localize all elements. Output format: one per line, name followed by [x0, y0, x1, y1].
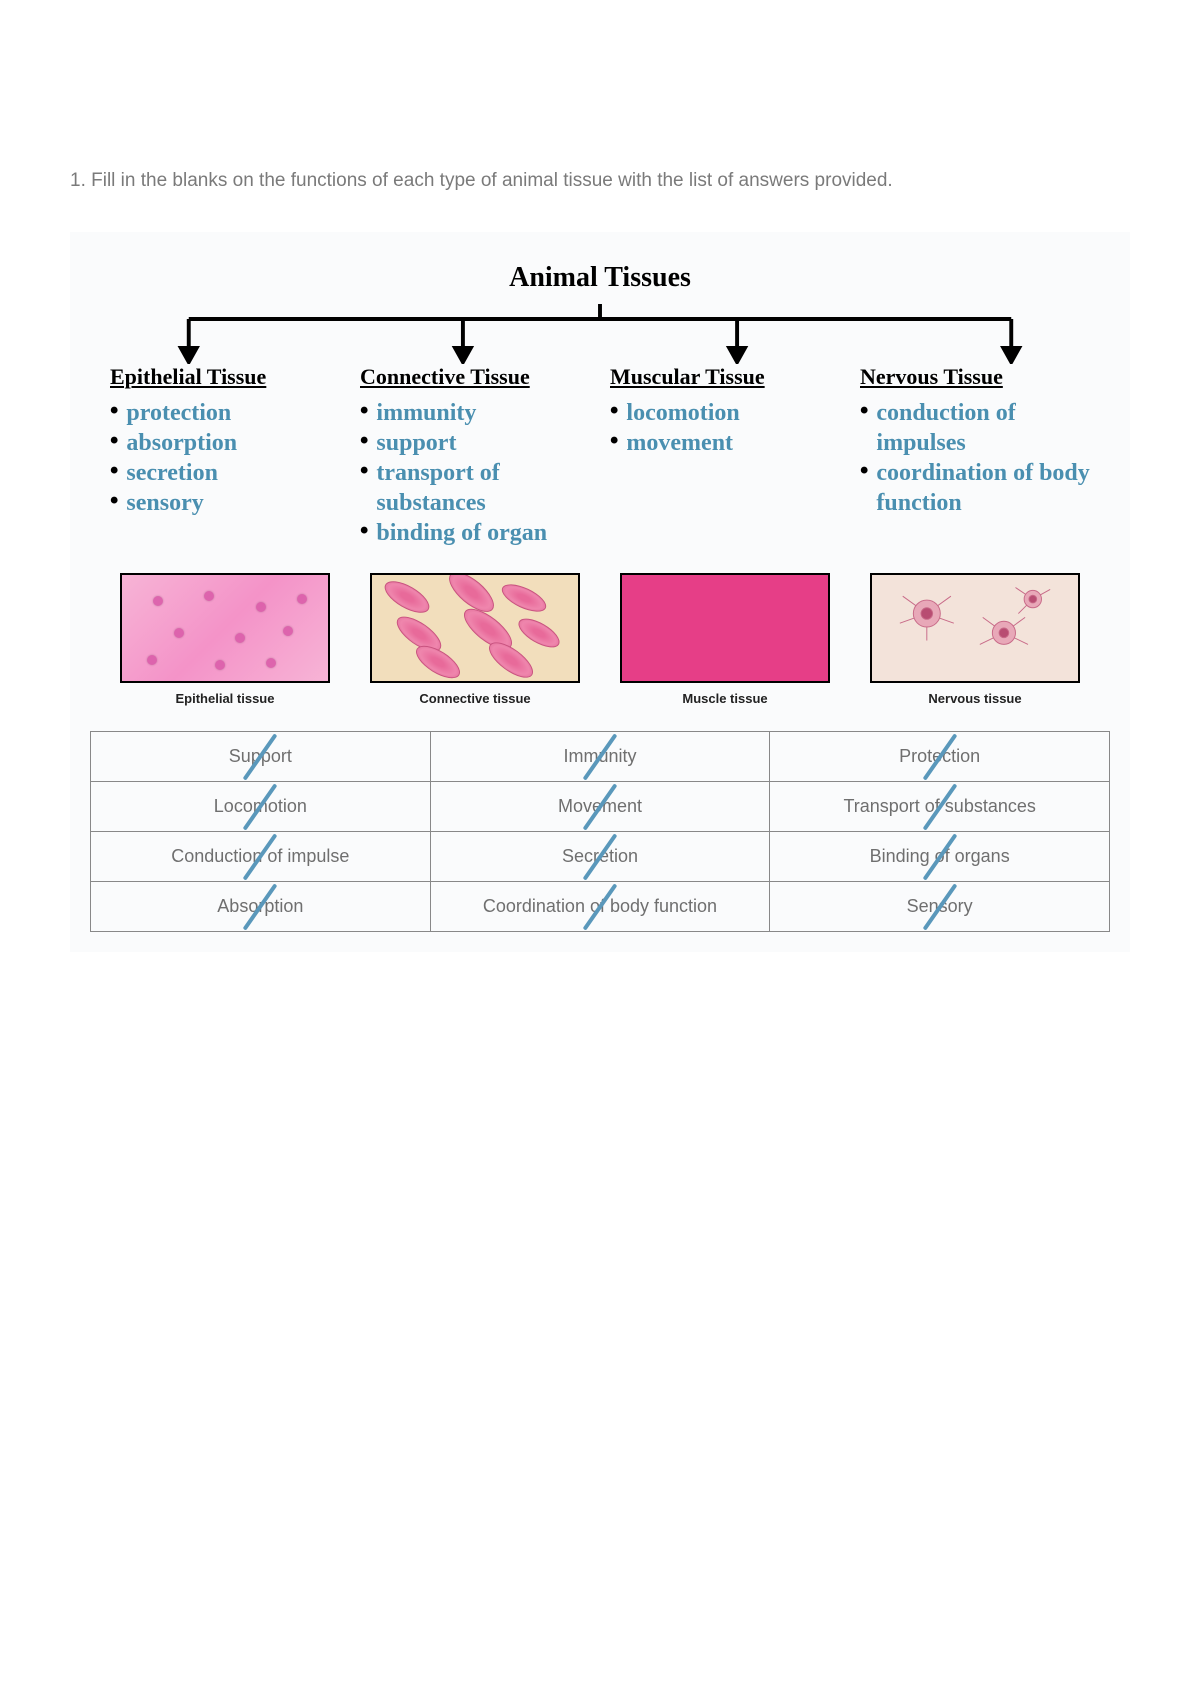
diagram-title: Animal Tissues	[90, 262, 1110, 294]
tissue-images-row: Epithelial tissue Connective tissue Musc…	[120, 573, 1080, 706]
answer-cell: Immunity	[430, 732, 770, 782]
worksheet-page: 1. Fill in the blanks on the functions o…	[0, 0, 1200, 952]
answer-cell: Locomotion	[91, 782, 431, 832]
answer-cell: Secretion	[430, 832, 770, 882]
img-nervous: Nervous tissue	[870, 573, 1080, 706]
nervous-illustration	[870, 573, 1080, 683]
ans: conduction of impulses	[876, 398, 1090, 458]
answer-cell: Binding of organs	[770, 832, 1110, 882]
ans: movement	[626, 428, 733, 458]
worksheet-body: Animal Tissues Epithelial Tissue •pr	[70, 232, 1130, 952]
tissue-columns: Epithelial Tissue •protection •absorptio…	[110, 364, 1090, 548]
ans: support	[376, 428, 456, 458]
img-epithelial: Epithelial tissue	[120, 573, 330, 706]
muscle-illustration	[620, 573, 830, 683]
caption: Connective tissue	[370, 691, 580, 706]
caption: Epithelial tissue	[120, 691, 330, 706]
tree-connector	[130, 304, 1070, 364]
ans: sensory	[126, 488, 203, 518]
answer-row: LocomotionMovementTransport of substance…	[91, 782, 1110, 832]
heading-connective: Connective Tissue	[360, 364, 590, 390]
answer-row: Conduction of impulseSecretionBinding of…	[91, 832, 1110, 882]
answers-muscular: •locomotion •movement	[610, 398, 840, 458]
img-muscle: Muscle tissue	[620, 573, 830, 706]
connective-illustration	[370, 573, 580, 683]
answers-epithelial: •protection •absorption •secretion •sens…	[110, 398, 340, 518]
instruction-text: 1. Fill in the blanks on the functions o…	[70, 170, 1130, 192]
epithelial-illustration	[120, 573, 330, 683]
answers-nervous: •conduction of impulses •coordination of…	[860, 398, 1090, 518]
answer-row: AbsorptionCoordination of body functionS…	[91, 882, 1110, 932]
heading-epithelial: Epithelial Tissue	[110, 364, 340, 390]
answer-bank-body: SupportImmunityProtectionLocomotionMovem…	[91, 732, 1110, 932]
ans: absorption	[126, 428, 237, 458]
answer-row: SupportImmunityProtection	[91, 732, 1110, 782]
col-nervous: Nervous Tissue •conduction of impulses •…	[860, 364, 1090, 548]
caption: Nervous tissue	[870, 691, 1080, 706]
answer-cell: Protection	[770, 732, 1110, 782]
answer-cell: Coordination of body function	[430, 882, 770, 932]
answer-cell: Conduction of impulse	[91, 832, 431, 882]
heading-nervous: Nervous Tissue	[860, 364, 1090, 390]
col-epithelial: Epithelial Tissue •protection •absorptio…	[110, 364, 340, 548]
answer-cell: Support	[91, 732, 431, 782]
ans: binding of organ	[376, 518, 547, 548]
answers-connective: •immunity •support •transport of substan…	[360, 398, 590, 548]
ans: transport of substances	[376, 458, 590, 518]
img-connective: Connective tissue	[370, 573, 580, 706]
ans: locomotion	[626, 398, 739, 428]
caption: Muscle tissue	[620, 691, 830, 706]
ans: coordination of body function	[876, 458, 1090, 518]
ans: protection	[126, 398, 231, 428]
ans: secretion	[126, 458, 218, 488]
ans: immunity	[376, 398, 476, 428]
answer-cell: Sensory	[770, 882, 1110, 932]
answer-bank-table: SupportImmunityProtectionLocomotionMovem…	[90, 731, 1110, 932]
heading-muscular: Muscular Tissue	[610, 364, 840, 390]
answer-cell: Absorption	[91, 882, 431, 932]
answer-cell: Movement	[430, 782, 770, 832]
answer-cell: Transport of substances	[770, 782, 1110, 832]
col-muscular: Muscular Tissue •locomotion •movement	[610, 364, 840, 548]
col-connective: Connective Tissue •immunity •support •tr…	[360, 364, 590, 548]
